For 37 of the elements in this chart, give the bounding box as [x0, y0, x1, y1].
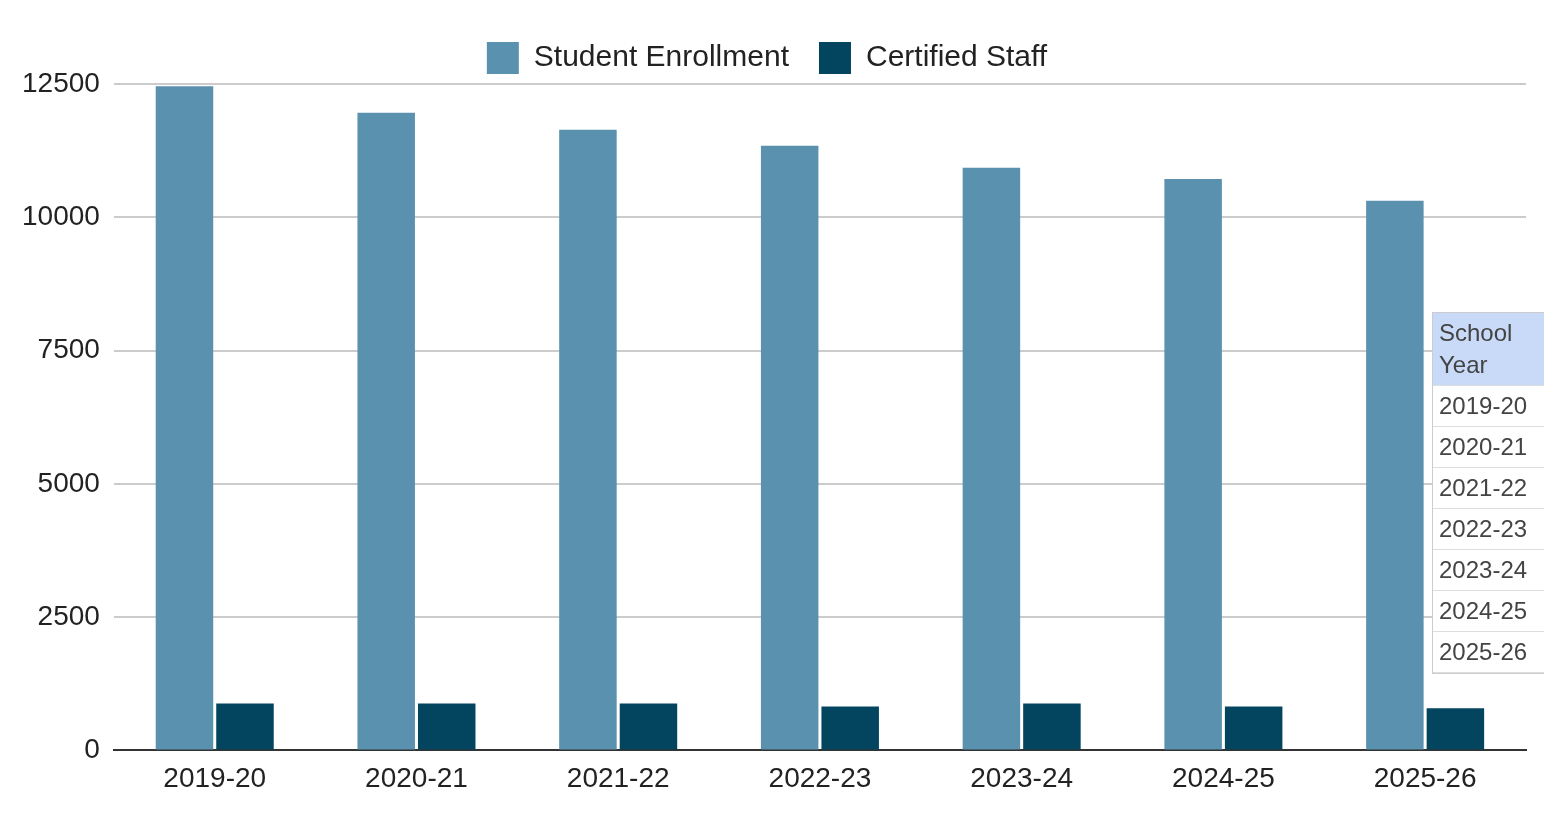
y-tick-label: 12500 — [21, 66, 100, 98]
x-tick-label: 2020-21 — [365, 761, 468, 793]
y-tick-label: 7500 — [37, 333, 100, 365]
bar — [1366, 200, 1424, 750]
annotation: 2021-22 — [1433, 468, 1544, 509]
x-tick-label: 2021-22 — [566, 761, 670, 793]
bar — [559, 129, 617, 750]
y-tick-label: 5000 — [37, 466, 100, 498]
x-tick-label: 2022-23 — [768, 761, 872, 793]
annotation: 2019-20 — [1433, 386, 1544, 427]
bar — [155, 86, 214, 750]
bar — [1426, 708, 1485, 750]
bar — [417, 703, 476, 750]
bar — [216, 703, 274, 750]
bar — [760, 145, 819, 750]
x-tick-label: 2023-24 — [970, 761, 1074, 793]
x-tick-label: 2019-20 — [163, 761, 267, 793]
annotation: 2022-23 — [1433, 509, 1544, 550]
annotation: 2023-24 — [1433, 550, 1544, 591]
bar — [962, 167, 1021, 750]
bar — [1164, 178, 1222, 750]
legend-label: Certified Staff — [865, 39, 1048, 73]
annotation: 2020-21 — [1433, 427, 1544, 468]
y-tick-label: 2500 — [37, 599, 100, 631]
bar — [357, 112, 415, 750]
bar — [1023, 703, 1081, 750]
x-tick-label: 2024-25 — [1172, 761, 1275, 793]
bar — [1224, 706, 1283, 750]
bar — [619, 703, 678, 750]
legend-label: Student Enrollment — [533, 39, 790, 73]
bar — [821, 706, 879, 750]
annotation: School Year — [1433, 313, 1544, 386]
annotation: 2024-25 — [1433, 591, 1544, 632]
x-tick-label: 2025-26 — [1373, 761, 1477, 793]
annotation: 2025-26 — [1433, 632, 1544, 673]
y-tick-label: 10000 — [21, 200, 100, 231]
y-tick-label: 0 — [84, 733, 100, 765]
